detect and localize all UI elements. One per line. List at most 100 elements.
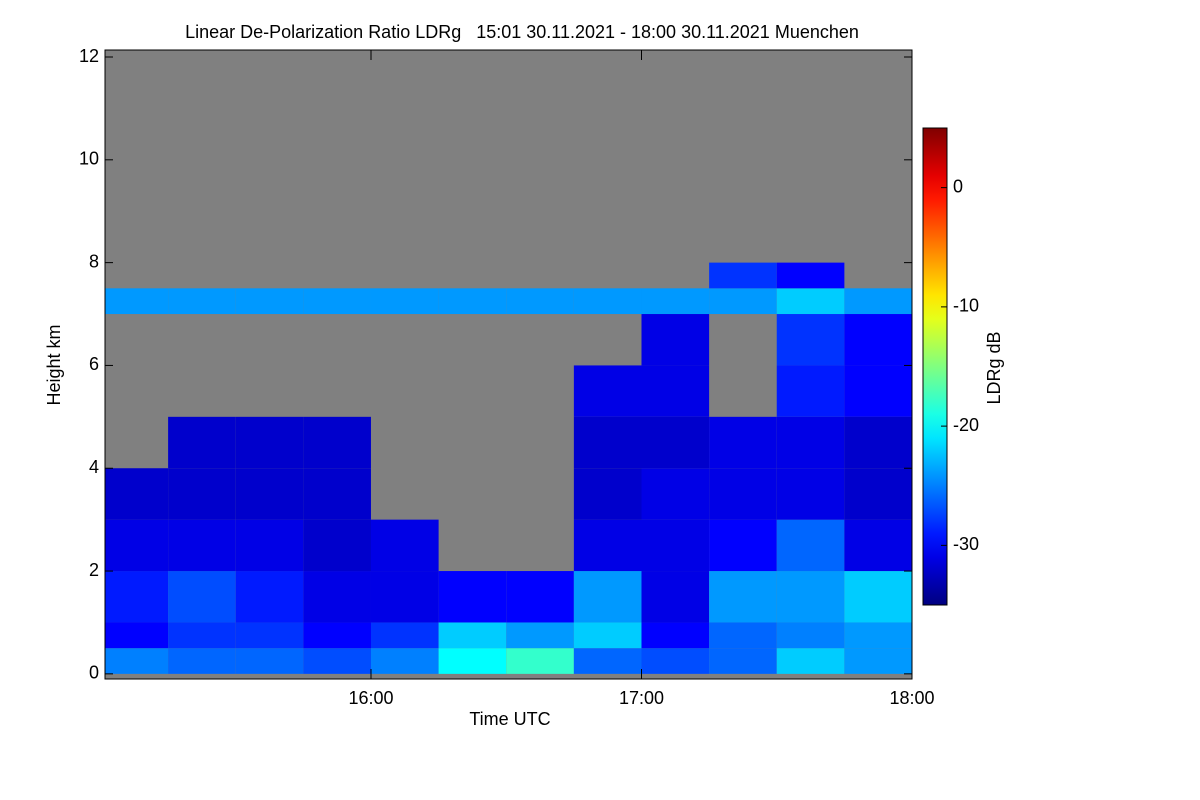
heatmap-cell — [235, 622, 304, 649]
colorbar-tick-label: -20 — [953, 415, 979, 435]
heatmap-cell — [303, 288, 371, 315]
heatmap-cell — [303, 416, 371, 469]
heatmap-cell — [370, 519, 439, 572]
heatmap-cell — [844, 416, 912, 469]
heatmap-cell — [370, 288, 439, 315]
heatmap-cell — [438, 648, 507, 674]
heatmap-cell — [506, 648, 574, 674]
heatmap-cell — [235, 416, 304, 469]
heatmap-cell — [844, 571, 912, 623]
heatmap-cell — [168, 648, 236, 674]
heatmap-cell — [776, 416, 845, 469]
heatmap-cell — [844, 314, 912, 366]
colorbar-label: LDRg dB — [984, 331, 1004, 404]
heatmap-cell — [709, 262, 777, 289]
heatmap-cell — [438, 288, 507, 315]
heatmap-cell — [105, 519, 169, 572]
heatmap-cell — [303, 571, 371, 623]
heatmap-cell — [641, 622, 710, 649]
heatmap-cell — [105, 288, 169, 315]
heatmap-cell — [776, 365, 845, 417]
heatmap-cell — [573, 519, 642, 572]
heatmap-cell — [168, 622, 236, 649]
y-tick-label: 2 — [89, 560, 99, 580]
heatmap-cell — [168, 571, 236, 623]
heatmap-cell — [776, 648, 845, 674]
heatmap-cell — [105, 622, 169, 649]
heatmap-cell — [641, 365, 710, 417]
heatmap-cell — [709, 571, 777, 623]
heatmap-cell — [573, 622, 642, 649]
heatmap-cell — [303, 648, 371, 674]
heatmap-cell — [168, 416, 236, 469]
heatmap-cell — [709, 622, 777, 649]
heatmap-cell — [573, 571, 642, 623]
heatmap-cell — [844, 468, 912, 520]
heatmap-cell — [235, 571, 304, 623]
heatmap-cell — [641, 519, 710, 572]
heatmap-cell — [573, 416, 642, 469]
heatmap-cell — [641, 571, 710, 623]
heatmap-cell — [844, 648, 912, 674]
heatmap-cell — [438, 571, 507, 623]
heatmap-cell — [641, 468, 710, 520]
heatmap-cell — [776, 288, 845, 315]
y-tick-label: 12 — [79, 46, 99, 66]
y-tick-label: 4 — [89, 457, 99, 477]
heatmap-cell — [303, 622, 371, 649]
heatmap-cell — [303, 468, 371, 520]
heatmap-cell — [235, 288, 304, 315]
y-tick-label: 10 — [79, 149, 99, 169]
heatmap-cell — [370, 648, 439, 674]
colorbar-tick-label: 0 — [953, 176, 963, 196]
x-tick-label: 16:00 — [348, 688, 393, 708]
heatmap-cell — [709, 519, 777, 572]
heatmap-cell — [641, 288, 710, 315]
heatmap-cell — [370, 622, 439, 649]
heatmap-cell — [641, 314, 710, 366]
heatmap-cell — [844, 288, 912, 315]
heatmap-cell — [573, 288, 642, 315]
y-axis-label: Height km — [44, 324, 64, 405]
heatmap-cell — [776, 314, 845, 366]
heatmap-cell — [844, 519, 912, 572]
heatmap-cell — [303, 519, 371, 572]
heatmap-cell — [168, 468, 236, 520]
heatmap-cell — [105, 468, 169, 520]
heatmap-cell — [506, 622, 574, 649]
heatmap-cell — [709, 288, 777, 315]
heatmap-cell — [105, 571, 169, 623]
heatmap-cell — [709, 468, 777, 520]
heatmap-cell — [573, 365, 642, 417]
heatmap-cell — [105, 648, 169, 674]
y-tick-label: 0 — [89, 663, 99, 683]
heatmap-cell — [709, 648, 777, 674]
heatmap-cell — [235, 519, 304, 572]
heatmap-cell — [573, 648, 642, 674]
heatmap-cell — [168, 519, 236, 572]
heatmap-cell — [438, 622, 507, 649]
heatmap-cell — [506, 288, 574, 315]
heatmap-cell — [776, 622, 845, 649]
y-tick-label: 6 — [89, 354, 99, 374]
heatmap-cell — [776, 519, 845, 572]
heatmap-cell — [506, 571, 574, 623]
heatmap-cell — [641, 648, 710, 674]
heatmap-cell — [168, 288, 236, 315]
colorbar-tick-label: -10 — [953, 296, 979, 316]
y-tick-label: 8 — [89, 251, 99, 271]
heatmap-cell — [776, 571, 845, 623]
heatmap-cell — [641, 416, 710, 469]
heatmap-cell — [776, 262, 845, 289]
heatmap-cell — [844, 622, 912, 649]
heatmap-cell — [776, 468, 845, 520]
plot-frame — [104, 49, 913, 680]
x-tick-label: 17:00 — [619, 688, 664, 708]
x-tick-label: 18:00 — [889, 688, 934, 708]
x-axis-label: Time UTC — [469, 709, 550, 729]
heatmap-cell — [709, 416, 777, 469]
heatmap-cell — [573, 468, 642, 520]
heatmap-cell — [235, 648, 304, 674]
colorbar-tick-label: -30 — [953, 534, 979, 554]
